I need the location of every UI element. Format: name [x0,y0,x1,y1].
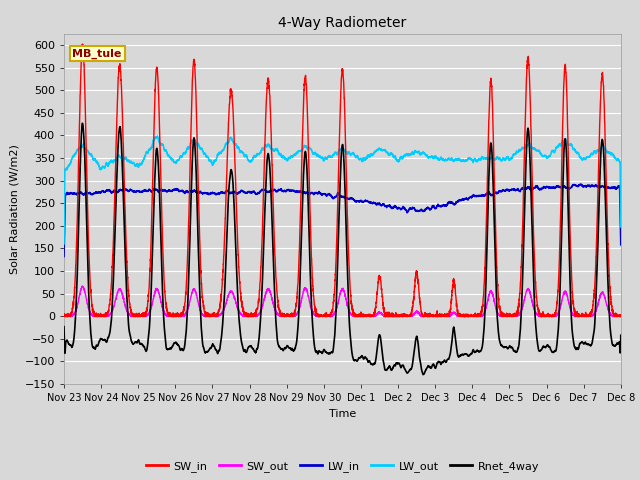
Y-axis label: Solar Radiation (W/m2): Solar Radiation (W/m2) [9,144,19,274]
Text: MB_tule: MB_tule [72,48,122,59]
X-axis label: Time: Time [329,408,356,419]
Legend: SW_in, SW_out, LW_in, LW_out, Rnet_4way: SW_in, SW_out, LW_in, LW_out, Rnet_4way [141,457,543,477]
Title: 4-Way Radiometer: 4-Way Radiometer [278,16,406,30]
